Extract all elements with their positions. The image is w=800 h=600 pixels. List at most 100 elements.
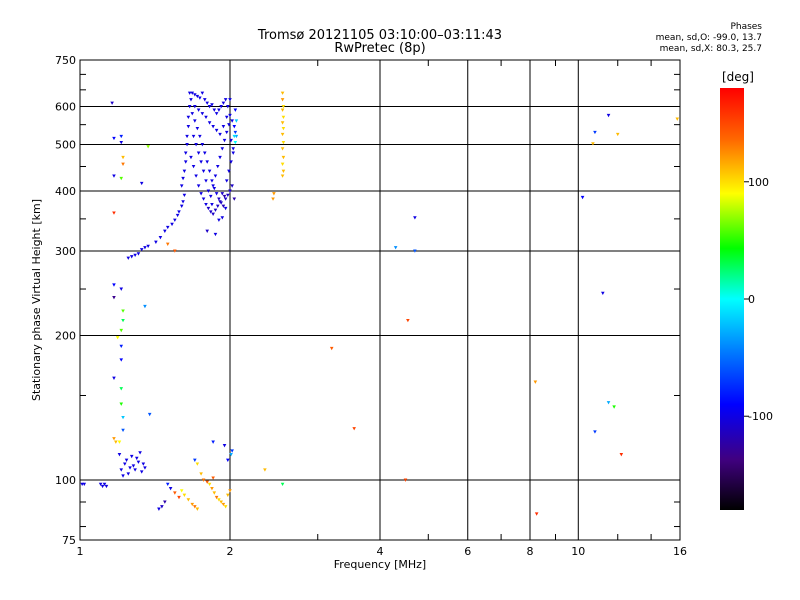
data-point [200, 91, 205, 95]
data-point [204, 179, 208, 183]
data-point [193, 93, 197, 97]
data-point [141, 462, 146, 466]
data-point [195, 507, 200, 511]
data-point [126, 256, 131, 260]
data-point [193, 505, 197, 509]
data-point [281, 105, 286, 109]
data-point [114, 440, 118, 444]
data-point [280, 108, 285, 112]
data-point [213, 232, 218, 237]
data-point [232, 134, 237, 139]
data-point [217, 197, 221, 201]
data-point [207, 482, 212, 487]
data-point [215, 204, 220, 208]
data-point [189, 98, 193, 102]
data-point [220, 216, 225, 220]
data-point [212, 108, 217, 112]
data-point [224, 179, 229, 183]
data-point [212, 491, 217, 495]
data-point [593, 430, 597, 434]
data-point [329, 346, 334, 351]
data-point [165, 482, 170, 487]
data-point [211, 440, 215, 444]
data-point [199, 160, 203, 164]
data-point [200, 143, 205, 147]
data-point [580, 195, 585, 200]
data-point [163, 500, 167, 504]
data-point [204, 202, 208, 207]
data-point [190, 91, 195, 95]
data-point [121, 155, 125, 160]
data-point [129, 255, 134, 259]
data-point [194, 174, 198, 178]
data-point [230, 449, 234, 453]
data-point [533, 380, 538, 384]
data-point [196, 151, 201, 155]
data-point [218, 132, 222, 137]
data-point [131, 464, 136, 468]
data-point [210, 487, 214, 491]
data-point [211, 212, 215, 216]
chart-subtitle: RwPretec (8p) [334, 41, 426, 56]
data-point [206, 189, 211, 193]
y-tick-label: 750 [55, 54, 76, 67]
data-point [220, 147, 225, 151]
chart-title: Tromsø 20121105 03:10:00–03:11:43 [257, 28, 503, 43]
data-point [281, 126, 286, 131]
data-point [173, 249, 177, 253]
data-points [80, 91, 680, 516]
data-point [210, 179, 214, 183]
data-point [189, 155, 193, 160]
data-point [214, 192, 219, 196]
data-point [213, 208, 218, 212]
data-point [218, 155, 222, 160]
y-tick-label: 100 [55, 474, 76, 487]
data-point [179, 489, 184, 493]
data-point [232, 125, 237, 129]
data-point [186, 125, 191, 129]
data-point [183, 160, 188, 164]
y-tick-label: 400 [55, 185, 76, 198]
data-point [112, 296, 116, 300]
data-point [233, 108, 238, 112]
data-point [190, 112, 195, 116]
data-point [179, 184, 184, 188]
data-point [179, 204, 184, 208]
data-point [121, 162, 125, 166]
data-point [222, 194, 227, 199]
data-point [139, 470, 144, 474]
data-point [175, 213, 180, 218]
data-point [224, 130, 229, 135]
data-point [223, 206, 228, 211]
data-point [211, 476, 215, 480]
data-point [226, 193, 230, 198]
data-point [223, 197, 228, 201]
data-point [211, 125, 215, 129]
data-point [228, 489, 232, 493]
data-point [232, 197, 237, 201]
data-point [165, 225, 170, 230]
x-tick-label: 2 [227, 545, 234, 558]
data-point [143, 304, 147, 309]
data-point [134, 456, 139, 461]
data-point [393, 246, 398, 250]
data-point [186, 498, 191, 502]
data-point [201, 478, 206, 482]
data-point [280, 482, 285, 487]
data-point [228, 113, 232, 118]
data-point [199, 192, 203, 196]
data-point [112, 174, 116, 178]
data-point [82, 482, 87, 487]
colorbar-ticks: 100 0 -100 [744, 176, 773, 423]
data-point [280, 121, 285, 125]
data-point [121, 309, 125, 313]
data-point [193, 458, 197, 462]
data-point [154, 240, 158, 244]
data-point [136, 252, 141, 256]
data-point [199, 472, 203, 476]
data-point [102, 482, 107, 487]
data-point [98, 482, 103, 487]
data-point [205, 101, 209, 105]
data-point [139, 248, 144, 252]
